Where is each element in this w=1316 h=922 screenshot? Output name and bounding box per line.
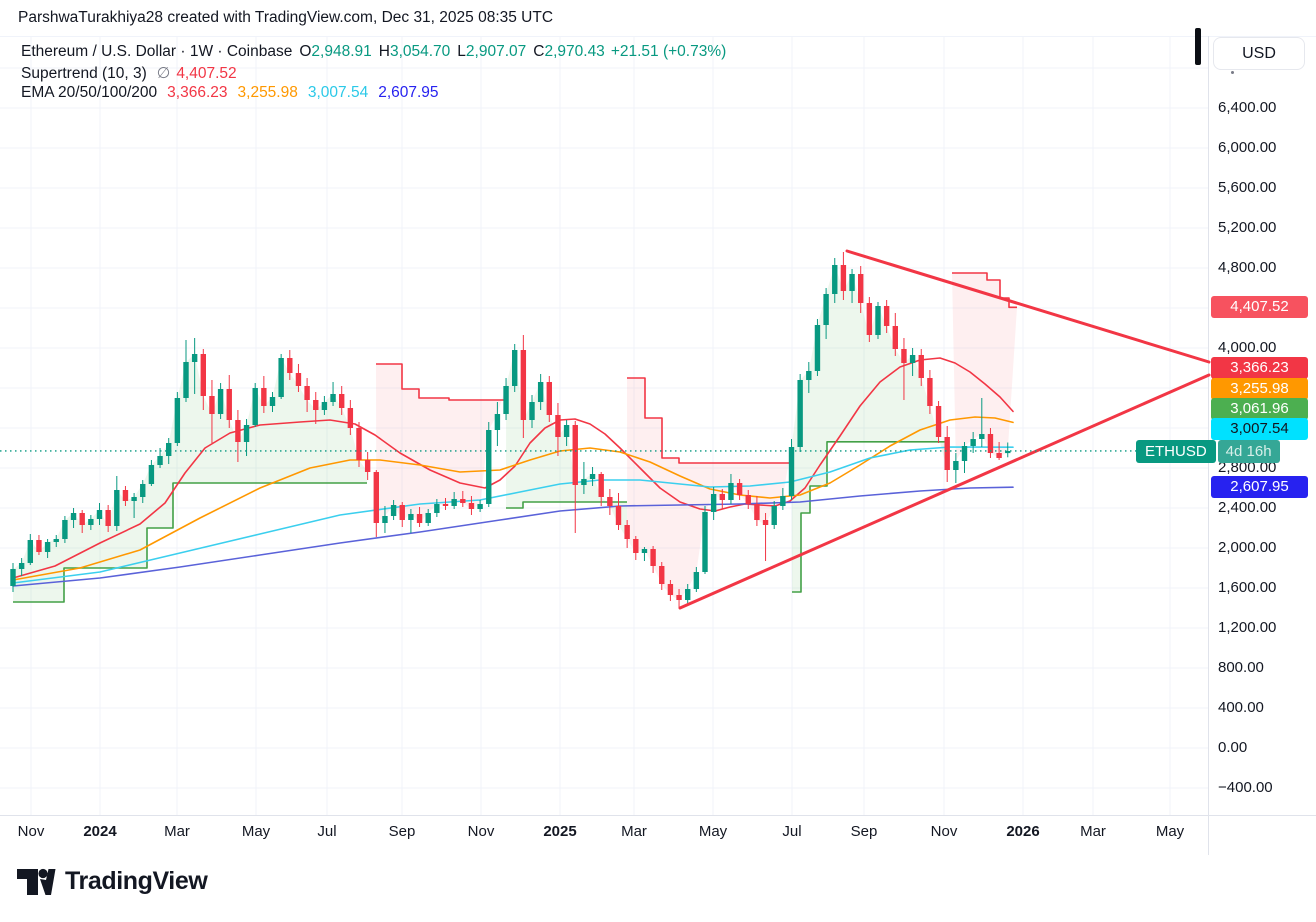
ohlc-value: 2,948.91 [311,43,372,60]
time-tick: Sep [850,823,878,840]
brand-name: TradingView [65,867,208,895]
time-tick: 2025 [543,823,577,840]
time-tick: Mar [621,823,647,840]
ohlc-key: L [457,43,466,60]
last-price-label: ETHUSD 4d 16h [1136,440,1280,463]
price-tick: 4,800.00 [1218,259,1277,276]
price-tick: 0.00 [1218,739,1248,756]
ohlc-value: 3,054.70 [389,43,451,60]
price-scale-scrollbar[interactable] [1195,28,1201,65]
time-tick: Nov [467,823,495,840]
time-tick: Mar [1080,823,1106,840]
price-tick: 1,200.00 [1218,619,1277,636]
price-tick: 2,000.00 [1218,539,1277,556]
chart-plot[interactable] [0,0,1316,862]
ohlc-value: 2,970.43 [544,43,605,60]
symbol-tag: ETHUSD [1136,440,1216,463]
price-tick: 6,000.00 [1218,139,1277,156]
average-icon: ∅ [156,65,171,82]
ema-label[interactable]: EMA 20/50/100/200 [21,84,158,101]
price-tick: 2,800.00 [1218,459,1277,476]
ohlc-key: C [533,43,545,60]
price-tick: 5,200.00 [1218,219,1277,236]
price-tick: 1,600.00 [1218,579,1277,596]
ohlc-key: O [299,43,312,60]
price-tick: 400.00 [1218,699,1264,716]
ema-values: 3,366.23 3,255.98 3,007.54 2,607.95 [157,84,438,101]
ohlc-key: H [378,43,390,60]
time-tick: Nov [17,823,45,840]
indicator-price-label: 3,007.54 [1211,418,1308,440]
ema-value: 3,366.23 [167,84,228,101]
ema-value: 2,607.95 [378,84,439,101]
time-tick: 2026 [1006,823,1040,840]
ema-value: 3,255.98 [237,84,298,101]
time-tick: May [1155,823,1185,840]
time-tick: May [241,823,271,840]
indicator-price-label: 3,366.23 [1211,357,1308,379]
price-tick: 5,600.00 [1218,179,1277,196]
indicator-price-label: 3,255.98 [1211,378,1308,400]
price-tick: 6,400.00 [1218,99,1277,116]
time-tick: Mar [164,823,190,840]
supertrend-label[interactable]: Supertrend (10, 3) [21,65,147,82]
indicator-price-label: 3,061.96 [1211,398,1308,420]
price-change: +21.51 (+0.73%) [610,43,727,60]
time-tick: Sep [388,823,416,840]
legend-ohlc: O2,948.91 H3,054.70 L2,907.07 C2,970.43 [292,43,604,60]
symbol-title[interactable]: Ethereum / U.S. Dollar · 1W · Coinbase [21,43,293,60]
indicator-price-label: 2,607.95 [1211,476,1308,498]
supertrend-value: 4,407.52 [176,65,237,82]
time-tick: Jul [782,823,802,840]
price-tick: −400.00 [1218,779,1273,796]
footer-brand[interactable]: TradingView [16,867,208,896]
attribution-text: ParshwaTurakhiya28 created with TradingV… [18,9,554,26]
bar-countdown: 4d 16h [1217,440,1280,463]
tradingview-logo-icon [16,868,56,896]
price-tick: 4,000.00 [1218,339,1277,356]
legend-ema-row[interactable]: EMA 20/50/100/200 3,366.23 3,255.98 3,007.5… [21,84,439,102]
price-tick: 2,400.00 [1218,499,1277,516]
time-tick: 2024 [83,823,117,840]
scale-dot-icon [1231,71,1234,74]
price-tick: 800.00 [1218,659,1264,676]
legend-symbol-row[interactable]: Ethereum / U.S. Dollar · 1W · Coinbase O2… [21,43,726,61]
indicator-price-label: 4,407.52 [1211,296,1308,318]
time-tick: Nov [930,823,958,840]
ohlc-value: 2,907.07 [465,43,527,60]
time-tick: Jul [317,823,337,840]
usd-currency-button[interactable]: USD [1213,37,1305,70]
time-tick: May [698,823,728,840]
legend-supertrend-row[interactable]: Supertrend (10, 3) ∅ 4,407.52 [21,64,237,83]
ema-value: 3,007.54 [307,84,369,101]
